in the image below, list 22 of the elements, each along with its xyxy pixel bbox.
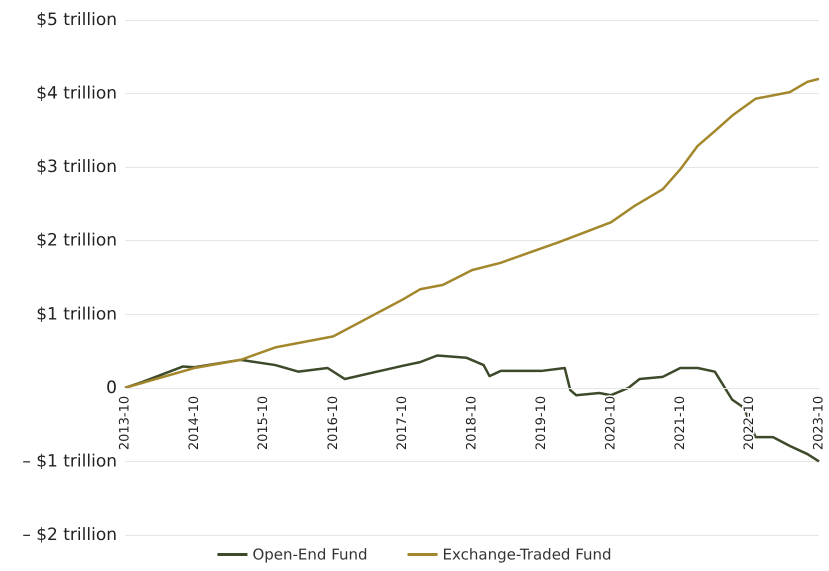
x-tick-label: 2016-10 [326, 396, 341, 450]
x-tick-label: 2019-10 [534, 396, 549, 450]
x-tick-label: 2022-10 [742, 396, 758, 450]
y-tick-label: $5 trillion [36, 10, 117, 30]
y-tick-label: $1 trillion [36, 304, 117, 324]
x-tick-label: 2023-10 [812, 396, 826, 450]
y-tick-label: $4 trillion [36, 84, 117, 104]
x-tick-label: 2018-10 [464, 396, 480, 450]
x-tick-label: 2017-10 [395, 396, 410, 450]
line-series [124, 78, 820, 390]
y-tick-label: – $1 trillion [22, 451, 117, 472]
y-tick-label: $2 trillion [36, 230, 117, 251]
legend-label: Open-End Fund [252, 546, 368, 564]
x-tick-label: 2013-10 [118, 396, 132, 450]
legend-label: Exchange-Traded Fund [442, 546, 612, 564]
y-tick-label: $3 trillion [36, 157, 117, 178]
x-tick-label: 2020-10 [603, 396, 618, 450]
x-tick-label: 2015-10 [256, 396, 272, 450]
y-tick-label: 0 [106, 378, 117, 398]
y-tick-label: – $2 trillion [22, 525, 117, 545]
x-tick-label: 2014-10 [186, 396, 202, 450]
x-tick-label: 2021-10 [672, 396, 688, 450]
